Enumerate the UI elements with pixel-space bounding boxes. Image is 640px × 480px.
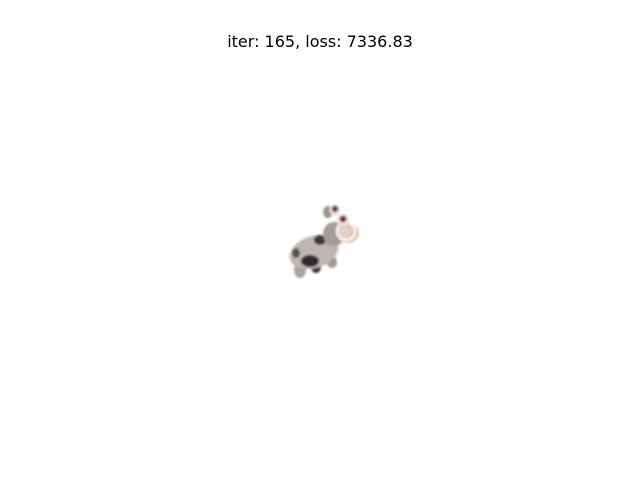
- cow-spot: [292, 248, 300, 258]
- cow-eye: [331, 205, 339, 213]
- cow-spot: [314, 235, 326, 245]
- cow-render-image: [289, 204, 359, 278]
- plot-title: iter: 165, loss: 7336.83: [227, 32, 413, 51]
- cow-eye: [339, 215, 347, 223]
- cow-snout-inner: [338, 227, 350, 237]
- cow-spot: [301, 255, 319, 267]
